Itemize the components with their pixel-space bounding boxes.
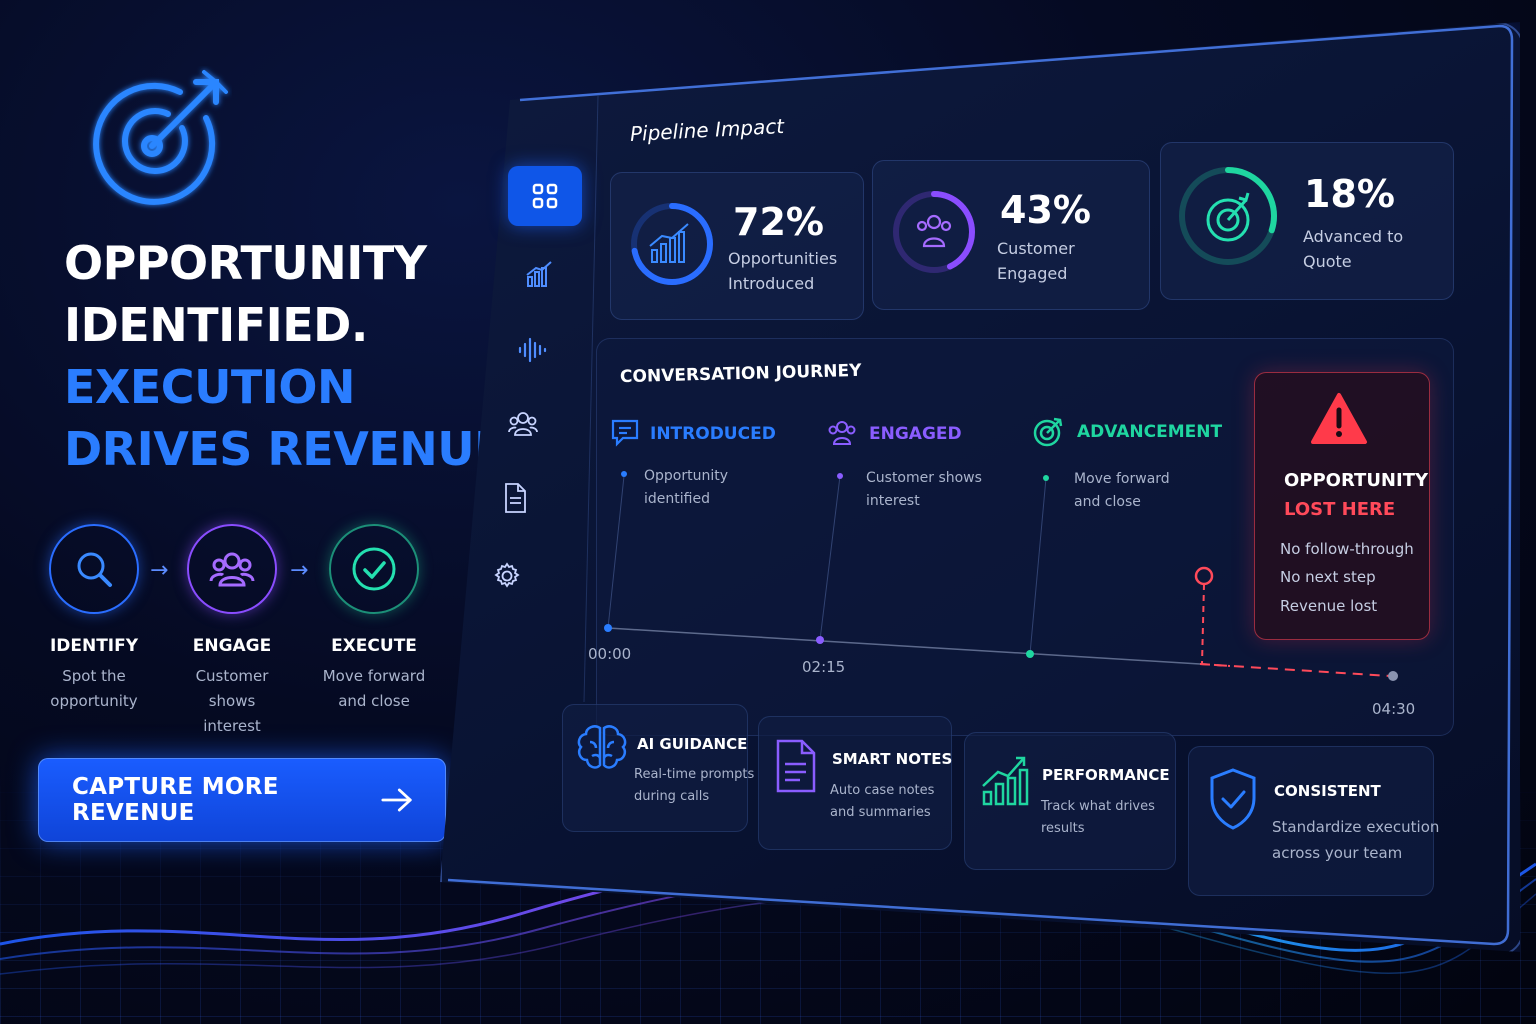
target-icon bbox=[1206, 192, 1250, 242]
sidebar-item-conversations[interactable] bbox=[496, 320, 570, 380]
feature-desc: Standardize execution across your team bbox=[1272, 818, 1440, 862]
feature-title: AI GUIDANCE bbox=[637, 735, 748, 753]
users-icon bbox=[828, 421, 856, 445]
headline-line-2: IDENTIFIED. bbox=[64, 298, 368, 352]
sidebar-item-documents[interactable] bbox=[478, 468, 552, 528]
conversation-waveform bbox=[595, 471, 1230, 667]
stage-title-introduced: INTRODUCED bbox=[650, 424, 776, 444]
step-title: EXECUTE bbox=[331, 636, 417, 656]
lost-title: OPPORTUNITY bbox=[1284, 470, 1429, 491]
step-identify: IDENTIFY Spot the opportunity bbox=[34, 524, 154, 714]
lost-reason: No follow-through bbox=[1280, 540, 1414, 558]
progress-ring bbox=[631, 203, 713, 285]
hero-headline: OPPORTUNITY IDENTIFIED. EXECUTION DRIVES… bbox=[64, 232, 523, 480]
arrow-right-icon: → bbox=[290, 558, 309, 583]
users-icon bbox=[916, 214, 952, 248]
feature-desc: Real-time prompts during calls bbox=[634, 767, 755, 804]
stat-card-engaged bbox=[872, 160, 1150, 310]
stage-desc: Move forward and close bbox=[1074, 471, 1170, 510]
headline-line-4: DRIVES REVENUE. bbox=[64, 422, 523, 476]
users-icon bbox=[187, 524, 277, 614]
warning-triangle-icon bbox=[1311, 393, 1367, 444]
grid-icon bbox=[532, 183, 558, 209]
shield-check-icon bbox=[1210, 768, 1256, 830]
process-steps: IDENTIFY Spot the opportunity → ENGAGE Cu… bbox=[40, 524, 460, 735]
capture-revenue-button[interactable]: CAPTURE MORE REVENUE bbox=[38, 758, 446, 842]
stat-label: Customer Engaged bbox=[997, 239, 1075, 283]
stat-value: 72% bbox=[733, 200, 824, 244]
cta-label: CAPTURE MORE REVENUE bbox=[72, 774, 279, 826]
feature-title: CONSISTENT bbox=[1274, 782, 1381, 800]
feature-title: SMART NOTES bbox=[832, 750, 953, 768]
document-icon bbox=[505, 483, 526, 513]
time-end: 04:30 bbox=[1372, 700, 1416, 718]
arrow-right-icon bbox=[381, 788, 412, 812]
search-icon bbox=[49, 524, 139, 614]
bar-chart-icon bbox=[526, 261, 552, 287]
stat-value: 43% bbox=[1000, 188, 1091, 232]
lost-segment bbox=[1200, 663, 1398, 681]
stat-label: Opportunities Introduced bbox=[728, 249, 838, 293]
users-icon bbox=[508, 412, 538, 436]
lost-subtitle: LOST HERE bbox=[1284, 499, 1396, 520]
feature-title: PERFORMANCE bbox=[1042, 766, 1170, 784]
lost-reason: Revenue lost bbox=[1280, 597, 1378, 615]
step-desc: Move forward and close bbox=[322, 667, 426, 710]
bar-chart-icon bbox=[649, 223, 689, 263]
feature-desc: Auto case notes and summaries bbox=[830, 783, 935, 820]
waveform-icon bbox=[518, 337, 547, 363]
feature-smart-notes[interactable] bbox=[758, 716, 952, 850]
step-execute: EXECUTE Move forward and close bbox=[314, 524, 434, 714]
lost-reason: No next step bbox=[1280, 568, 1376, 586]
gear-icon bbox=[494, 562, 520, 588]
stat-value: 18% bbox=[1304, 172, 1395, 216]
feature-performance[interactable] bbox=[964, 732, 1176, 870]
arrow-right-icon: → bbox=[150, 558, 169, 583]
brain-icon bbox=[577, 725, 627, 769]
step-engage: ENGAGE Customer shows interest bbox=[172, 524, 292, 739]
step-desc: Spot the opportunity bbox=[50, 667, 138, 710]
target-arrow-icon bbox=[93, 70, 228, 205]
sidebar-item-settings[interactable] bbox=[470, 546, 544, 606]
stage-desc: Customer shows interest bbox=[866, 470, 982, 509]
chat-icon bbox=[611, 419, 639, 447]
stat-card-introduced bbox=[610, 172, 864, 320]
stage-desc: Opportunity identified bbox=[644, 468, 729, 507]
headline-line-3: EXECUTION bbox=[64, 360, 356, 414]
step-title: ENGAGE bbox=[192, 636, 272, 656]
check-circle-icon bbox=[329, 524, 419, 614]
notes-icon bbox=[776, 739, 816, 793]
stage-title-engaged: ENGAGED bbox=[869, 424, 962, 444]
progress-ring bbox=[1179, 167, 1277, 265]
step-title: IDENTIFY bbox=[49, 636, 139, 656]
headline-line-1: OPPORTUNITY bbox=[64, 236, 427, 290]
feature-desc: Track what drives results bbox=[1041, 799, 1155, 836]
time-start: 00:00 bbox=[588, 645, 632, 663]
growth-chart-icon bbox=[982, 756, 1029, 806]
time-mid: 02:15 bbox=[802, 658, 846, 676]
step-desc: Customer shows interest bbox=[195, 667, 269, 735]
stat-label: Advanced to Quote bbox=[1303, 227, 1404, 271]
sidebar-item-dashboard[interactable] bbox=[508, 166, 582, 226]
progress-ring bbox=[893, 191, 975, 273]
stage-title-advancement: ADVANCEMENT bbox=[1077, 422, 1223, 442]
sidebar-item-team[interactable] bbox=[486, 394, 560, 454]
sidebar-item-analytics[interactable] bbox=[502, 244, 576, 304]
target-icon bbox=[1033, 417, 1063, 447]
